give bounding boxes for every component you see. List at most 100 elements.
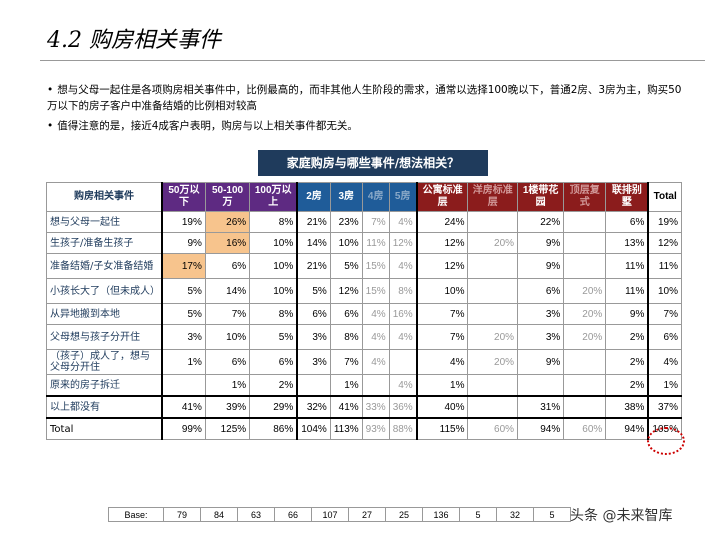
- cell: 4%: [416, 349, 469, 375]
- table-row: 生孩子/准备生孩子 9% 16% 10% 14% 10% 11% 12% 12% 20% 9% 13%…: [46, 232, 683, 254]
- cell: 4%: [361, 324, 390, 350]
- cell: 36%: [388, 395, 418, 419]
- row-label: （孩子）成人了，想与父母分开住: [46, 349, 163, 375]
- cell: 115%: [416, 417, 469, 440]
- cell: 7%: [361, 211, 390, 233]
- cell: 1%: [160, 349, 206, 375]
- cell: 9%: [517, 232, 565, 254]
- cell: 5%: [160, 303, 206, 325]
- cell: [467, 395, 519, 419]
- base-cell: 5: [459, 507, 497, 522]
- base-cell: 79: [163, 507, 201, 522]
- base-cell: 5: [533, 507, 571, 522]
- cell: [563, 349, 607, 375]
- cell: [467, 253, 519, 279]
- cell: 39%: [204, 395, 251, 419]
- table-row: 原来的房子拆迁 1% 2% 1% 4% 1% 2% 1%: [46, 374, 683, 397]
- header-label: 购房相关事件: [46, 182, 163, 212]
- cell: 7%: [416, 303, 469, 325]
- cell: [517, 374, 565, 397]
- cell: [361, 374, 390, 397]
- cell: 12%: [416, 253, 469, 279]
- cell: [563, 253, 607, 279]
- cell: 93%: [361, 417, 390, 440]
- cell: 14%: [204, 278, 251, 304]
- cell: [563, 211, 607, 233]
- cell: 11%: [605, 278, 650, 304]
- table-row: 准备结婚/子女准备结婚 17% 6% 10% 21% 5% 15% 4% 12% 9% 11% 11%: [46, 253, 683, 279]
- cell: [563, 232, 607, 254]
- header-col: 100万以上: [249, 182, 299, 212]
- row-label: 生孩子/准备生孩子: [46, 232, 163, 254]
- base-label: Base:: [108, 507, 164, 522]
- bullet-text: 想与父母一起住是各项购房相关事件中，比例最高的，而非其他人生阶段的需求，通常以选…: [47, 84, 682, 112]
- cell-total: 6%: [647, 324, 683, 350]
- cell: 33%: [361, 395, 390, 419]
- cell: 4%: [388, 324, 418, 350]
- cell: 10%: [329, 232, 363, 254]
- cell: [563, 395, 607, 419]
- cell: 4%: [388, 211, 418, 233]
- header-col: 洋房标准层: [467, 182, 519, 212]
- highlight-circle: [647, 427, 685, 455]
- cell: 5%: [249, 324, 299, 350]
- header-col: 50万以下: [160, 182, 206, 212]
- header-col: 2房: [296, 182, 331, 212]
- base-cell: 63: [237, 507, 275, 522]
- base-cell: 84: [200, 507, 238, 522]
- header-col: 顶层复式: [563, 182, 607, 212]
- table-row: Total 99% 125% 86% 104% 113% 93% 88% 115% 60% 94% 6…: [46, 417, 683, 440]
- cell: 10%: [249, 232, 299, 254]
- cell: 4%: [388, 374, 418, 397]
- cell: 38%: [605, 395, 650, 419]
- cell: 9%: [517, 253, 565, 279]
- cell: 5%: [296, 278, 331, 304]
- cell: 15%: [361, 278, 390, 304]
- table-row: 想与父母一起住 19% 26% 8% 21% 23% 7% 4% 24% 22% 6% 19%: [46, 211, 683, 233]
- bullet-item: • 值得注意的是，接近4成客户表明，购房与以上相关事件都无关。: [47, 120, 358, 132]
- cell: 60%: [563, 417, 607, 440]
- cell: [296, 374, 331, 397]
- cell-total: 1%: [647, 374, 683, 397]
- page-title: 4.2 购房相关事件: [47, 28, 221, 53]
- cell: 5%: [329, 253, 363, 279]
- table-row: （孩子）成人了，想与父母分开住 1% 6% 6% 3% 7% 4% 4% 20% 9% 2% 4%: [46, 349, 683, 375]
- cell: 11%: [605, 253, 650, 279]
- cell: 11%: [361, 232, 390, 254]
- cell: 10%: [249, 253, 299, 279]
- cell: 20%: [563, 324, 607, 350]
- base-cell: 32: [496, 507, 534, 522]
- base-cell: 136: [422, 507, 460, 522]
- row-label: 小孩长大了（但未成人）: [46, 278, 163, 304]
- cell: 2%: [249, 374, 299, 397]
- cell: 104%: [296, 417, 331, 440]
- table-title: 家庭购房与哪些事件/想法相关？: [258, 150, 488, 176]
- header-col: 公寓标准层: [416, 182, 469, 212]
- cell: 16%: [204, 232, 251, 254]
- cell: 14%: [296, 232, 331, 254]
- cell: 6%: [329, 303, 363, 325]
- cell: 8%: [249, 303, 299, 325]
- base-cell: 66: [274, 507, 312, 522]
- row-label: 父母想与孩子分开住: [46, 324, 163, 350]
- cell-total: 11%: [647, 253, 683, 279]
- row-label: 从异地搬到本地: [46, 303, 163, 325]
- cell: 113%: [329, 417, 363, 440]
- cell: 6%: [249, 349, 299, 375]
- cell: 16%: [388, 303, 418, 325]
- watermark: 头条 @未来智库: [570, 508, 673, 524]
- cell: 17%: [160, 253, 206, 279]
- cell: 12%: [416, 232, 469, 254]
- bullet-text: 值得注意的是，接近4成客户表明，购房与以上相关事件都无关。: [57, 120, 358, 132]
- cell: 24%: [416, 211, 469, 233]
- cell: [467, 374, 519, 397]
- cell: 15%: [361, 253, 390, 279]
- cell: 10%: [416, 278, 469, 304]
- cell: 7%: [329, 349, 363, 375]
- cell: 22%: [517, 211, 565, 233]
- bullet-item: • 想与父母一起住是各项购房相关事件中，比例最高的，而非其他人生阶段的需求，通常以…: [47, 84, 682, 112]
- cell: 6%: [605, 211, 650, 233]
- base-cell: 25: [385, 507, 423, 522]
- base-row: Base: 79 84 63 66 107 27 25 136 5 32 5: [108, 507, 571, 522]
- cell: 8%: [329, 324, 363, 350]
